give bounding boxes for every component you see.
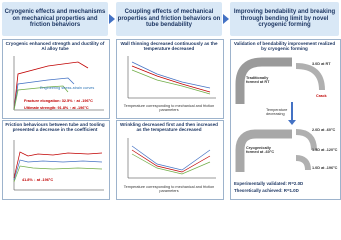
panel-title: Wall thinning decreased continuously as … (120, 41, 218, 52)
header: Cryogenic effects and mechanisms on mech… (2, 2, 108, 36)
chart-illustration (13, 56, 104, 111)
panel-title: Validation of bendability improvement re… (233, 41, 336, 52)
chart-illustration (13, 140, 104, 191)
note: Fracture elongation: 32.5% ↑ at -196°C (24, 99, 93, 103)
result: Experimentally validated: R=2.0D (234, 181, 304, 186)
panel (116, 39, 224, 119)
caption: Temperature corresponding to mechanical … (123, 185, 215, 194)
panel-title: Friction behaviours between tube and too… (5, 122, 105, 133)
label: Crack (316, 94, 327, 98)
header: Coupling effects of mechanical propertie… (116, 2, 222, 36)
panel-title: Cryogenic enhanced strength and ductilit… (5, 41, 105, 52)
chart-illustration (127, 56, 216, 99)
decor (109, 14, 229, 24)
panel (116, 120, 224, 200)
graphical-abstract: Cryogenic effects and mechanisms on mech… (0, 0, 341, 200)
label: Engineering stress-strain curves (40, 86, 95, 90)
note: 41.8% ↓ at -196°C (22, 178, 54, 182)
label: 1.5D at -120°C (312, 148, 338, 152)
label: Temperature decreasing (266, 108, 288, 117)
label: 3.0D at RT (312, 62, 331, 66)
chart-illustration (127, 138, 216, 179)
panel-title: Wrinkling decreased first and then incre… (120, 122, 218, 133)
note: Ultimate strength: 91.8% ↑ at -196°C (24, 106, 89, 110)
label: Traditionally formed at RT (246, 76, 270, 85)
tube-illustration (235, 57, 325, 172)
caption: Temperature corresponding to mechanical … (123, 104, 215, 113)
header: Improving bendability and breaking throu… (230, 2, 339, 36)
label: Cryogenically formed at -60°C (246, 146, 275, 155)
label: 2.0D at -60°C (312, 128, 336, 132)
label: 1.0D at -196°C (312, 166, 338, 170)
result: Theoretically achieved: R=1.0D (234, 188, 299, 193)
